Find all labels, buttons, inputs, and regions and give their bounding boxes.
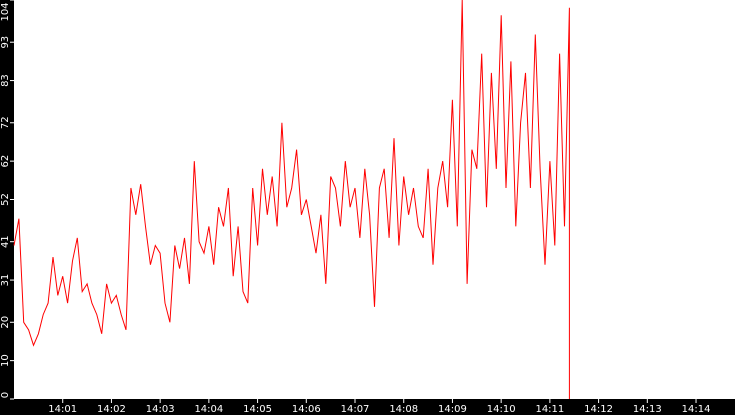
x-tick-label: 14:04 xyxy=(194,404,223,415)
y-tick-label: 31 xyxy=(0,274,11,287)
y-tick-label: 62 xyxy=(0,155,11,168)
y-tick-label: 41 xyxy=(0,235,11,248)
y-tick-label: 20 xyxy=(0,316,11,329)
x-tick-label: 14:10 xyxy=(487,404,516,415)
x-tick-label: 14:03 xyxy=(146,404,175,415)
x-tick-label: 14:02 xyxy=(97,404,126,415)
x-tick-label: 14:09 xyxy=(438,404,467,415)
x-tick-label: 14:13 xyxy=(633,404,662,415)
series-line xyxy=(13,0,570,399)
x-tick-label: 14:14 xyxy=(682,404,711,415)
x-tick-label: 14:07 xyxy=(341,404,370,415)
y-tick-label: 83 xyxy=(0,74,11,87)
x-tick-label: 14:08 xyxy=(389,404,418,415)
x-axis-ticks: 14:01 14:02 14:03 14:04 14:05 14:06 14:07 14:08… xyxy=(48,399,710,415)
y-tick-label: 52 xyxy=(0,193,11,206)
x-tick-label: 14:05 xyxy=(243,404,272,415)
x-tick-label: 14:06 xyxy=(292,404,321,415)
x-tick-label: 14:01 xyxy=(48,404,77,415)
y-tick-label: 72 xyxy=(0,116,11,129)
y-tick-label: 10 xyxy=(0,354,11,367)
y-tick-label: 104 xyxy=(0,2,11,21)
x-tick-label: 14:12 xyxy=(584,404,613,415)
y-axis-ticks: 0 10 20 31 41 52 62 72 83 93 104 xyxy=(0,0,14,400)
x-tick-label: 14:11 xyxy=(535,404,564,415)
y-tick-label: 93 xyxy=(0,36,11,49)
y-tick-label: 0 xyxy=(0,392,11,398)
plot-area xyxy=(14,0,735,399)
